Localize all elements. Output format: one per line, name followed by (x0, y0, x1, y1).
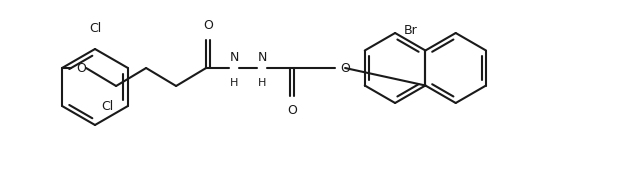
Text: O: O (287, 104, 297, 117)
Text: Cl: Cl (102, 100, 114, 113)
Text: Cl: Cl (89, 22, 101, 35)
Text: H: H (258, 78, 266, 88)
Text: Br: Br (404, 23, 417, 37)
Text: N: N (258, 51, 266, 64)
Text: N: N (229, 51, 239, 64)
Text: O: O (340, 61, 350, 74)
Text: O: O (203, 19, 213, 32)
Text: H: H (230, 78, 238, 88)
Text: O: O (76, 61, 86, 74)
